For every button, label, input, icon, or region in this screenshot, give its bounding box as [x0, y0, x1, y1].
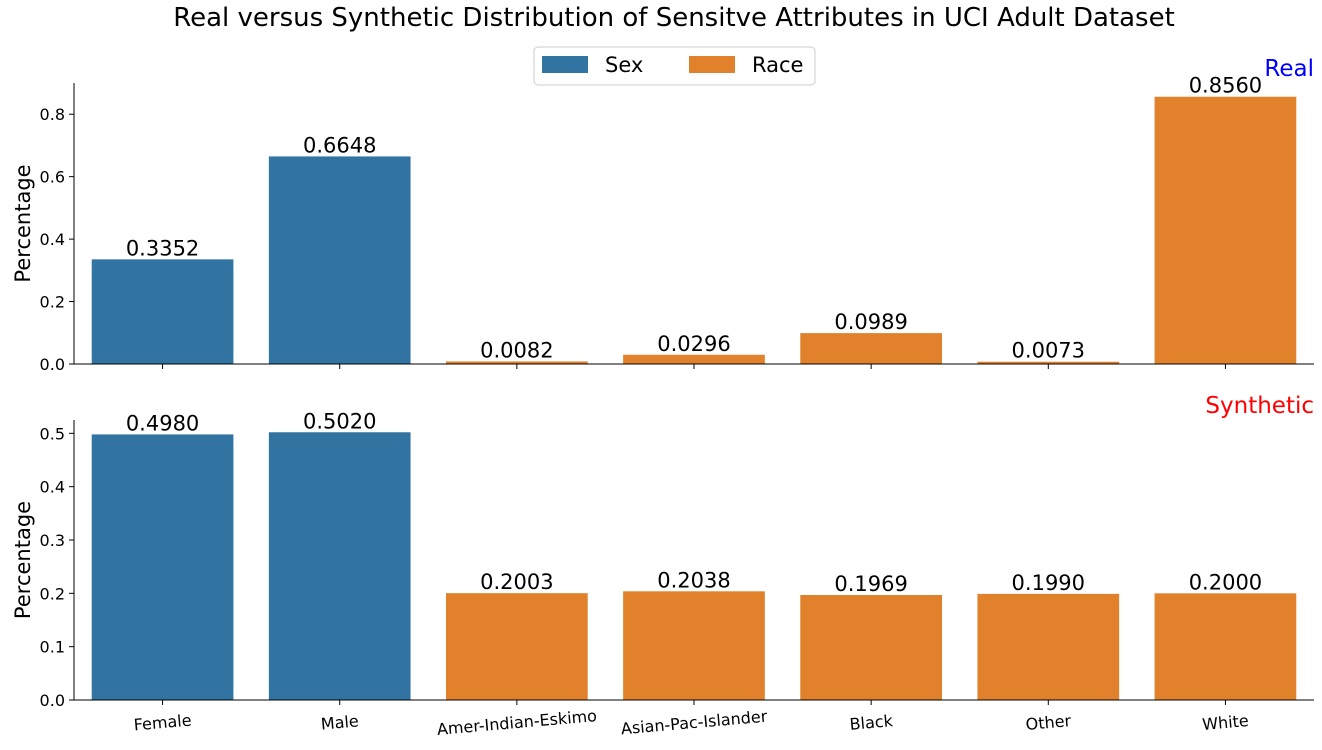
bar-amer-indian-eskimo	[446, 593, 588, 700]
data-label-male: 0.6648	[303, 133, 376, 157]
data-label-amer-indian-eskimo: 0.2003	[480, 570, 553, 594]
bar-asian-pac-islander	[623, 591, 765, 700]
data-label-asian-pac-islander: 0.2038	[657, 568, 730, 592]
x-tick-label-male: Male	[320, 711, 359, 733]
y-tick-label: 0.2	[40, 584, 65, 603]
panel-label-real: Real	[1264, 56, 1314, 82]
y-tick-label: 0.4	[40, 230, 65, 249]
bar-amer-indian-eskimo	[446, 361, 588, 364]
legend-label-sex: Sex	[605, 53, 643, 77]
bar-white	[1154, 96, 1297, 365]
legend-swatch-sex	[542, 56, 588, 73]
legend-label-race: Race	[752, 53, 803, 77]
data-label-female: 0.3352	[126, 236, 199, 260]
data-label-white: 0.8560	[1189, 74, 1262, 98]
bar-black	[800, 333, 942, 364]
data-label-female: 0.4980	[126, 411, 199, 435]
x-tick-label-white: White	[1201, 711, 1249, 734]
x-tick-label-female: Female	[133, 711, 192, 735]
data-label-amer-indian-eskimo: 0.0082	[480, 338, 553, 362]
panel-real: 0.3352 0.6648 0.0082 0.0296 0.0989 0.0073 0.85…	[11, 56, 1314, 374]
bar-male	[268, 156, 411, 364]
x-tick-label-amer-indian-eskimo: Amer-Indian-Eskimo	[436, 706, 597, 739]
panel-synthetic: 0.4980 Female 0.5020 Male 0.2003 Amer-Indian-…	[11, 393, 1314, 739]
data-label-white: 0.2000	[1189, 570, 1262, 594]
x-tick-label-asian-pac-islander: Asian-Pac-Islander	[620, 707, 768, 739]
bar-female	[91, 259, 234, 364]
chart-title: Real versus Synthetic Distribution of Se…	[173, 3, 1175, 33]
y-tick-label: 0.8	[40, 105, 65, 124]
bar-asian-pac-islander	[623, 354, 765, 364]
y-tick-label: 0.5	[40, 424, 65, 443]
data-label-male: 0.5020	[303, 409, 376, 433]
data-label-other: 0.1990	[1012, 571, 1085, 595]
y-tick-label: 0.0	[40, 355, 65, 374]
bar-other	[977, 593, 1120, 700]
y-tick-label: 0.3	[40, 531, 65, 550]
y-axis-label: Percentage	[11, 501, 35, 619]
data-label-black: 0.1969	[834, 572, 907, 596]
data-label-asian-pac-islander: 0.0296	[657, 332, 730, 356]
bar-male	[268, 432, 411, 700]
y-axis-label: Percentage	[11, 164, 35, 282]
x-tick-label-black: Black	[849, 711, 895, 734]
panel-label-synthetic: Synthetic	[1205, 393, 1314, 419]
legend-frame	[533, 46, 816, 86]
x-tick-label-other: Other	[1025, 711, 1072, 734]
y-tick-label: 0.1	[40, 638, 65, 657]
data-label-other: 0.0073	[1012, 339, 1085, 363]
bar-black	[800, 594, 942, 700]
y-tick-label: 0.4	[40, 478, 65, 497]
y-tick-label: 0.0	[40, 691, 65, 710]
legend-swatch-race	[689, 56, 735, 73]
bar-female	[91, 434, 234, 700]
legend: Sex Race	[533, 46, 816, 86]
bar-white	[1154, 593, 1297, 700]
y-tick-label: 0.2	[40, 293, 65, 312]
y-tick-label: 0.6	[40, 168, 65, 187]
bar-other	[977, 361, 1120, 364]
data-label-black: 0.0989	[834, 310, 907, 334]
